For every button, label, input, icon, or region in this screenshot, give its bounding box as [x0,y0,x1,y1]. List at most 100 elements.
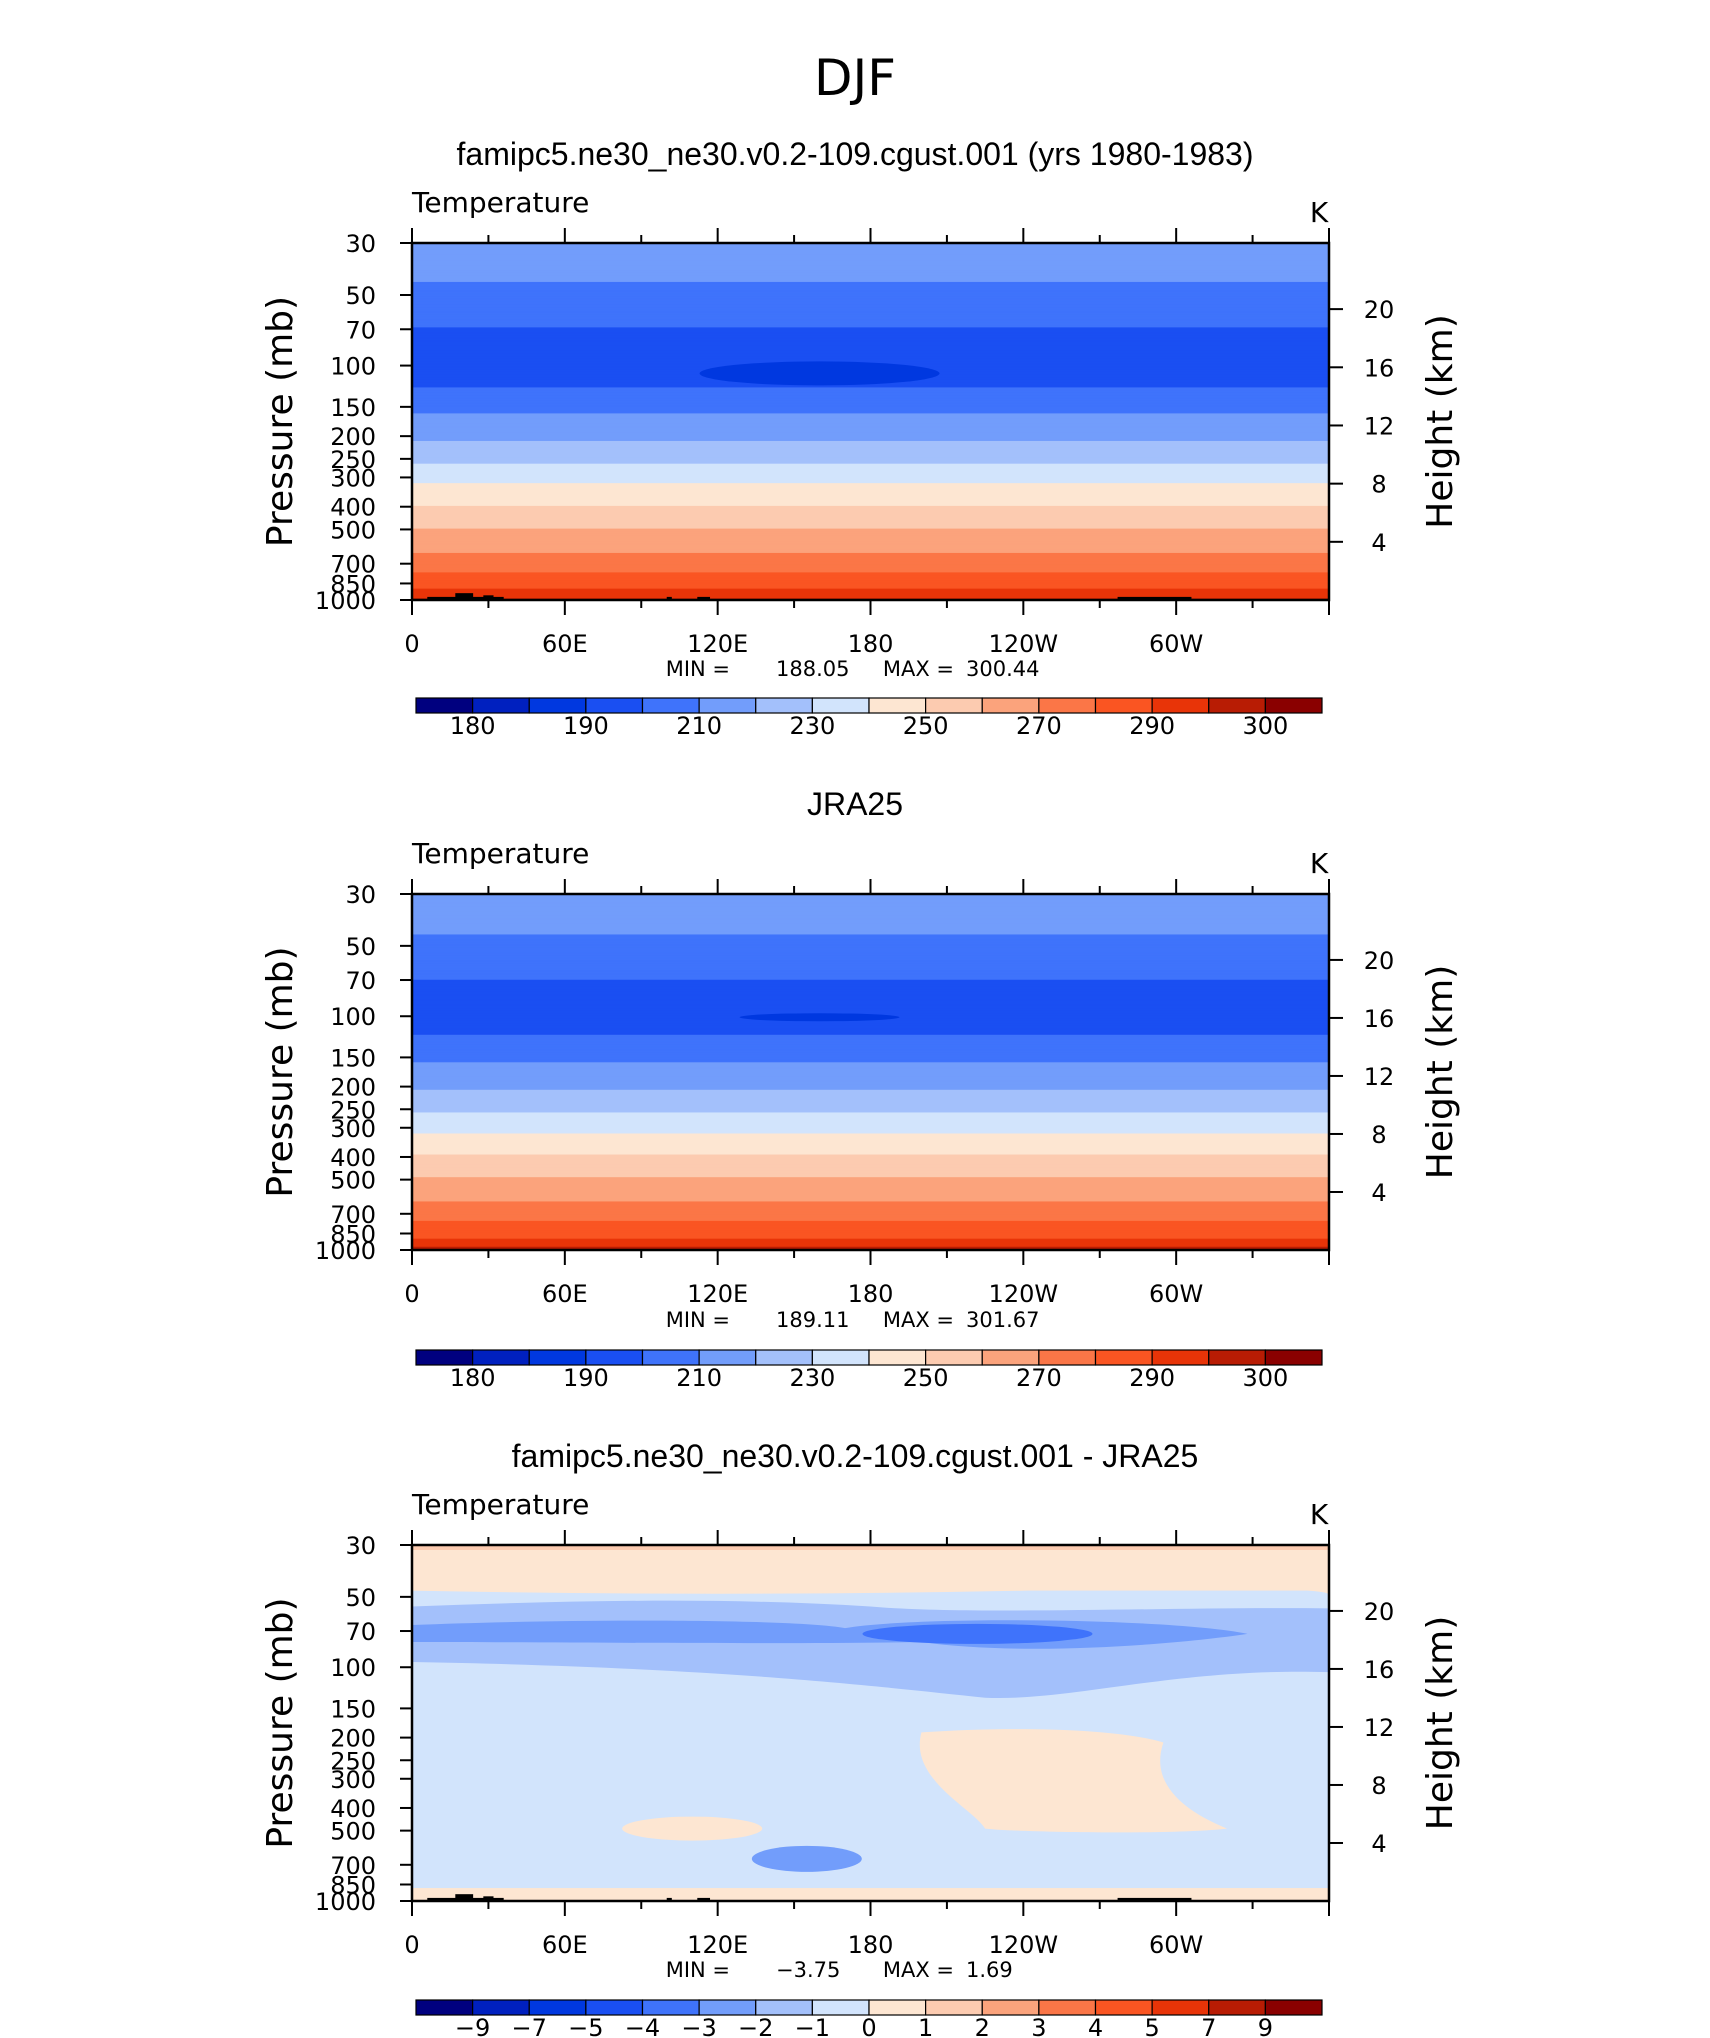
y-tick-label: 400 [330,494,376,522]
contour-band [412,1151,1329,1154]
contour-band [412,1144,1329,1148]
colorbar-swatch [1208,1999,1266,2016]
contour-band [412,1173,1329,1177]
contour-band [412,471,1329,475]
contour-band [412,971,1329,974]
colorbar-label: 230 [789,712,835,740]
colorbar-label: 250 [903,1364,949,1392]
y-axis-label: Pressure (mb) [260,296,301,547]
contour-band [412,504,1329,507]
y-tick-label: 500 [330,1167,376,1195]
contour-band [751,1845,862,1872]
contour-band [412,403,1329,406]
contour-band [412,574,1329,577]
colorbar-label: 190 [563,712,609,740]
colorbar-label: 7 [1201,2014,1216,2038]
contour-field [412,894,1329,1250]
panel-jra25: JRA25 Temperature K 0 60E 120E 180 120W 60W MIN =… [260,786,1461,1392]
contour-band [412,457,1329,460]
colorbar-label: 180 [450,712,496,740]
contour-band [412,329,1329,332]
colorbar-swatch [981,1999,1040,2016]
contour-band [412,950,1329,953]
contour-band [412,283,1329,286]
contour-band [412,491,1329,494]
y-tick-label: 300 [330,1766,376,1794]
contour-band [412,1067,1329,1070]
colorbar-label: 180 [450,1364,496,1392]
contour-band [412,1152,1329,1156]
contour-band [412,927,1329,931]
colorbar-swatch [698,1999,757,2016]
contour-band [412,536,1329,539]
contour-band [412,957,1329,960]
contour-band [412,1091,1329,1094]
contour-band [412,968,1329,971]
contour-band [412,273,1329,277]
contour-band [412,385,1329,389]
y2-axis-label: Height (km) [1420,965,1461,1179]
contour-band [412,1159,1329,1162]
contour-band [412,1122,1329,1125]
contour-band [412,526,1329,530]
contour-band [412,1230,1329,1233]
y-tick-label: 70 [345,1618,376,1646]
contour-band [412,392,1329,395]
contour-band [412,333,1329,337]
contour-band [412,1172,1329,1175]
contour-band [412,1185,1329,1188]
contour-band [412,246,1329,249]
y-tick-label: 500 [330,516,376,544]
stats-max-value: 1.69 [966,1958,1013,1982]
contour-band [412,1059,1329,1062]
contour-band [412,290,1329,293]
variable-label: Temperature [411,1488,589,1521]
contour-band [412,944,1329,947]
contour-band [412,481,1329,484]
contour-band [412,1033,1329,1036]
contour-band [412,1096,1329,1099]
contour-band [412,585,1329,588]
contour-band [412,921,1329,924]
contour-band [412,590,1329,593]
colorbar-label: 270 [1016,712,1062,740]
contour-band [412,1169,1329,1172]
contour-band [412,272,1329,275]
y-tick-label: 100 [330,353,376,381]
y-tick-label: 50 [345,282,376,310]
y-tick-label: 300 [330,1115,376,1143]
y2-axis-label: Height (km) [1420,1616,1461,1830]
contour-band [412,1093,1329,1096]
contour-band [412,267,1329,270]
colorbar-swatch [1264,1999,1323,2016]
colorbar-swatch [585,1999,644,2016]
contour-band [412,453,1329,457]
colorbar-swatch [415,697,474,714]
contour-band [412,929,1329,932]
contour-band [412,1104,1329,1107]
contour-band [412,455,1329,458]
colorbar-label: −2 [738,2014,773,2038]
contour-band [412,296,1329,299]
colorbar-label: −1 [795,2014,830,2038]
contour-band [412,345,1329,348]
contour-band [412,398,1329,402]
contour-band [412,353,1329,356]
contour-band [412,1023,1329,1026]
contour-band [412,306,1329,309]
contour-band [412,895,1329,898]
colorbar-label: 3 [1031,2014,1046,2038]
contour-band [412,548,1329,551]
contour-band [412,502,1329,505]
y2-tick-label: 20 [1364,947,1395,975]
colorbar-label: 300 [1242,1364,1288,1392]
contour-band [412,327,1329,330]
contour-band [412,908,1329,911]
contour-band [412,1232,1329,1235]
contour-band [412,986,1329,989]
contour-band [412,354,1329,358]
colorbar-swatch [472,1999,530,2016]
contour-band [412,1029,1329,1033]
contour-band [412,270,1329,273]
colorbar-swatch [755,697,813,714]
